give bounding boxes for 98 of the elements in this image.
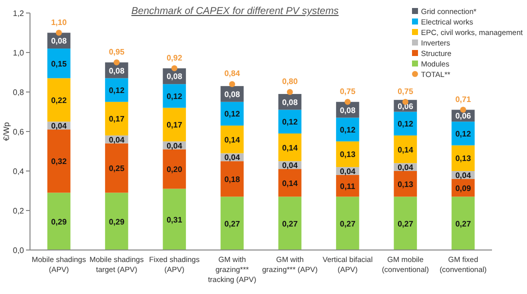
data-label: 0,17 [108, 114, 125, 124]
data-label: 0,95 [108, 47, 125, 56]
y-tick-label: 0,6 [12, 128, 25, 136]
data-label: 0,15 [51, 59, 68, 68]
bar [47, 130, 70, 193]
data-label: 0,71 [455, 94, 472, 104]
data-label: 0,80 [282, 77, 298, 86]
data-label: 0,27 [455, 219, 472, 228]
point [460, 106, 466, 113]
data-label: 0,32 [51, 157, 68, 166]
point [229, 81, 236, 88]
data-label: 0,12 [166, 92, 183, 101]
data-label: 0,04 [340, 167, 356, 176]
data-label: 0,04 [108, 135, 125, 144]
bar [162, 84, 186, 108]
bar [336, 141, 360, 168]
bar [452, 122, 475, 146]
point [286, 89, 293, 95]
point [344, 98, 351, 105]
bar [162, 188, 186, 250]
data-label: 0,29 [51, 217, 68, 226]
bar [452, 145, 475, 171]
y-tick-label: 0,8 [12, 88, 25, 97]
data-label: 0,11 [340, 182, 356, 191]
data-label: 0,14 [282, 143, 298, 152]
data-label: 0,75 [340, 86, 356, 96]
data-label: 0,08 [166, 72, 183, 82]
data-label: 0,12 [398, 120, 414, 129]
data-label: 0,14 [224, 135, 240, 144]
data-label: 0,12 [340, 126, 356, 135]
data-label: 0,04 [51, 122, 68, 131]
y-tick-label: 0,2 [12, 206, 25, 216]
bar [162, 149, 186, 189]
data-label: 0,12 [108, 86, 125, 96]
bar [220, 196, 244, 250]
data-label: 0,06 [398, 102, 414, 111]
data-label: 0,13 [455, 154, 472, 164]
data-label: 0,13 [398, 180, 414, 189]
data-label: 0,75 [398, 86, 414, 96]
data-label: 0,08 [282, 98, 298, 107]
y-axis-title: €/Wp [2, 122, 11, 141]
bar [105, 143, 128, 193]
data-label: 0,09 [455, 184, 472, 193]
y-tick-label: 0,0 [12, 246, 25, 255]
bar [220, 126, 244, 154]
chart-title: Benchmark of CAPEX for different PV systems [131, 6, 339, 17]
data-label: 0,27 [340, 219, 356, 228]
y-tick-label: 0,4 [12, 167, 25, 176]
data-label: 0,12 [455, 129, 472, 138]
bar [105, 102, 128, 136]
data-label: 0,12 [282, 118, 298, 127]
bar [278, 169, 302, 197]
bar [47, 78, 70, 122]
data-label: 0,04 [398, 163, 414, 172]
bar [394, 135, 417, 164]
bar [278, 196, 302, 250]
bar [47, 192, 70, 250]
data-label: 1,10 [51, 18, 68, 27]
y-tick-label: 1,2 [12, 9, 25, 18]
data-label: 0,27 [282, 219, 298, 228]
bar [220, 161, 244, 197]
data-label: 0,04 [224, 153, 240, 162]
bar [394, 196, 417, 250]
data-label: 0,84 [224, 69, 240, 78]
data-label: 0,14 [282, 178, 298, 188]
data-label: 0,08 [340, 106, 356, 115]
bar [162, 108, 186, 142]
bar [105, 78, 128, 102]
data-label: 0,08 [224, 90, 240, 99]
data-label: 0,22 [51, 96, 68, 105]
bar [105, 192, 128, 250]
data-label: 0,13 [340, 150, 356, 160]
data-label: 0,18 [224, 174, 240, 184]
data-label: 0,04 [166, 141, 183, 150]
data-label: 0,25 [108, 164, 125, 174]
bar [278, 133, 302, 162]
data-label: 0,12 [224, 110, 240, 119]
data-label: 0,06 [455, 112, 472, 121]
bar [47, 48, 70, 78]
data-label: 0,27 [398, 219, 414, 228]
data-label: 0,29 [108, 217, 125, 226]
data-label: 0,04 [455, 170, 472, 180]
point [171, 65, 178, 72]
data-label: 0,31 [166, 215, 183, 224]
bar [452, 196, 475, 250]
bar [336, 118, 360, 142]
data-label: 0,08 [51, 36, 68, 46]
bar [336, 196, 360, 250]
point [114, 59, 120, 66]
data-label: 0,20 [166, 165, 183, 174]
data-label: 0,08 [108, 66, 125, 76]
data-label: 0,17 [166, 120, 183, 130]
data-label: 0,14 [398, 145, 414, 154]
data-label: 0,92 [166, 53, 183, 62]
data-label: 0,04 [282, 161, 298, 170]
y-tick-label: 1,0 [12, 48, 25, 58]
data-label: 0,27 [224, 219, 240, 228]
point [56, 30, 62, 36]
